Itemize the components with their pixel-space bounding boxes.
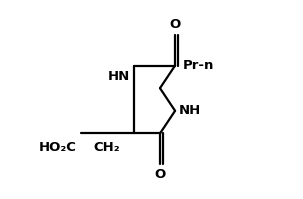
Text: NH: NH <box>179 104 201 117</box>
Text: HN: HN <box>108 70 130 83</box>
Text: O: O <box>154 169 166 181</box>
Text: CH₂: CH₂ <box>94 141 121 154</box>
Text: HO₂C: HO₂C <box>39 141 77 154</box>
Text: O: O <box>169 18 181 30</box>
Text: Pr-n: Pr-n <box>183 59 214 72</box>
